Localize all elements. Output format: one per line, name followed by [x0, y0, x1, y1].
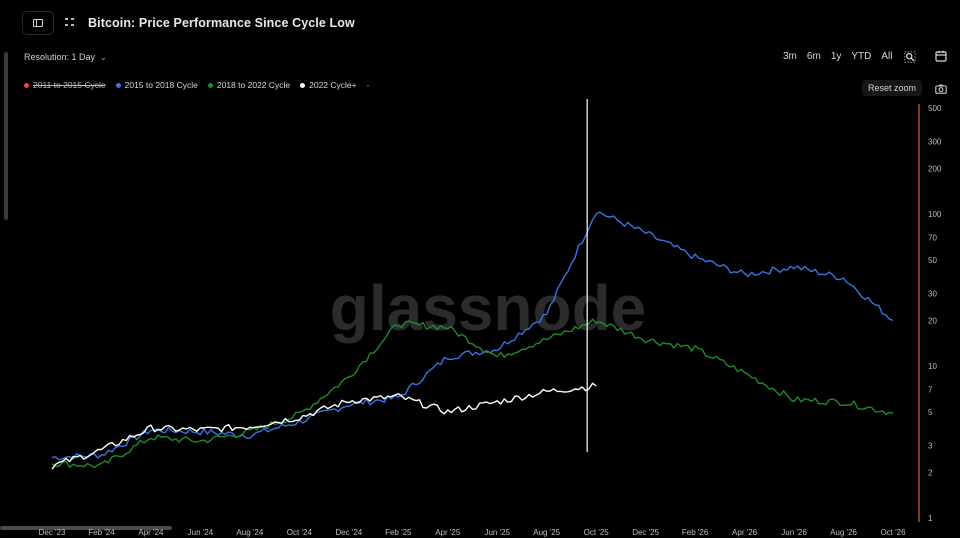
x-tick-label: Feb '26 — [682, 528, 709, 537]
x-tick-label: Dec '23 — [39, 528, 66, 537]
legend-dot — [300, 82, 306, 88]
y-tick-label: 20 — [928, 316, 937, 325]
x-tick-label: Apr '24 — [138, 528, 164, 537]
x-tick-label: Aug '24 — [236, 528, 263, 537]
range-button-group: 3m 6m 1y YTD All — [778, 50, 898, 64]
legend-label: 2015 to 2018 Cycle — [124, 80, 198, 90]
legend-item-extra[interactable]: - — [367, 80, 370, 90]
x-tick-label: Oct '25 — [584, 528, 610, 537]
series-line-1 — [51, 318, 894, 469]
y-tick-label: 1 — [928, 514, 933, 523]
page-title: Bitcoin: Price Performance Since Cycle L… — [88, 16, 355, 30]
camera-icon[interactable] — [935, 84, 947, 94]
legend-label: 2022 Cycle+ — [309, 80, 357, 90]
resolution-dropdown[interactable]: Resolution: 1 Day ⌄ — [24, 52, 107, 62]
y-tick-label: 200 — [928, 164, 942, 173]
legend-item-2015-2018[interactable]: 2015 to 2018 Cycle — [115, 80, 198, 90]
y-tick-label: 70 — [928, 234, 937, 243]
y-tick-label: 50 — [928, 256, 937, 265]
x-tick-label: Jun '26 — [781, 528, 807, 537]
y-tick-label: 3 — [928, 442, 933, 451]
sidebar-toggle-icon — [33, 19, 43, 27]
y-tick-label: 7 — [928, 386, 933, 395]
range-1y-button[interactable]: 1y — [830, 51, 842, 62]
y-tick-label: 30 — [928, 290, 937, 299]
legend-label: 2011 to 2015 Cycle — [33, 80, 106, 90]
x-tick-label: Aug '26 — [830, 528, 857, 537]
vertical-scrollbar[interactable] — [4, 52, 8, 220]
range-6m-button[interactable]: 6m — [806, 51, 821, 62]
reset-zoom-button[interactable]: Reset zoom — [862, 80, 923, 96]
x-tick-label: Apr '25 — [435, 528, 461, 537]
x-tick-label: Jun '25 — [484, 528, 510, 537]
legend-dot — [207, 82, 213, 88]
calendar-icon[interactable] — [935, 50, 947, 62]
y-tick-label: 100 — [928, 210, 942, 219]
y-tick-label: 5 — [928, 408, 933, 417]
x-tick-label: Dec '24 — [335, 528, 362, 537]
y-tick-label: 10 — [928, 362, 937, 371]
x-tick-label: Jun '24 — [188, 528, 214, 537]
range-3m-button[interactable]: 3m — [783, 51, 797, 62]
x-tick-label: Feb '25 — [385, 528, 412, 537]
sidebar-toggle-button[interactable] — [22, 11, 54, 35]
resolution-label: Resolution: 1 Day — [24, 52, 96, 62]
top-bar: Bitcoin: Price Performance Since Cycle L… — [0, 0, 960, 46]
x-tick-label: Feb '24 — [88, 528, 115, 537]
y-tick-label: 2 — [928, 468, 933, 477]
x-tick-label: Dec '25 — [632, 528, 659, 537]
legend-dot — [115, 82, 121, 88]
horizontal-scrollbar[interactable] — [0, 526, 172, 530]
legend-item-2018-2022[interactable]: 2018 to 2022 Cycle — [207, 80, 291, 90]
chart-legend: 2011 to 2015 Cycle 2015 to 2018 Cycle 20… — [24, 80, 369, 90]
x-tick-label: Oct '24 — [287, 528, 313, 537]
y-tick-label: 500 — [928, 104, 942, 113]
legend-dot — [24, 82, 29, 88]
series-line-0 — [51, 211, 894, 461]
x-tick-label: Oct '26 — [880, 528, 906, 537]
drag-handle-icon[interactable] — [64, 16, 76, 28]
y-tick-label: 300 — [928, 138, 942, 147]
range-all-button[interactable]: All — [881, 51, 893, 62]
legend-label: 2018 to 2022 Cycle — [216, 80, 291, 90]
legend-item-2022-plus[interactable]: 2022 Cycle+ — [300, 80, 357, 90]
legend-label: - — [366, 80, 370, 90]
x-tick-label: Apr '26 — [732, 528, 758, 537]
watermark: glassnode — [330, 272, 647, 344]
series-line-2 — [51, 382, 597, 470]
legend-item-2011-2015[interactable]: 2011 to 2015 Cycle — [24, 80, 106, 90]
chevron-down-icon: ⌄ — [100, 52, 107, 62]
x-tick-label: Aug '25 — [533, 528, 560, 537]
zoom-icon[interactable] — [904, 51, 916, 63]
range-ytd-button[interactable]: YTD — [851, 51, 872, 62]
